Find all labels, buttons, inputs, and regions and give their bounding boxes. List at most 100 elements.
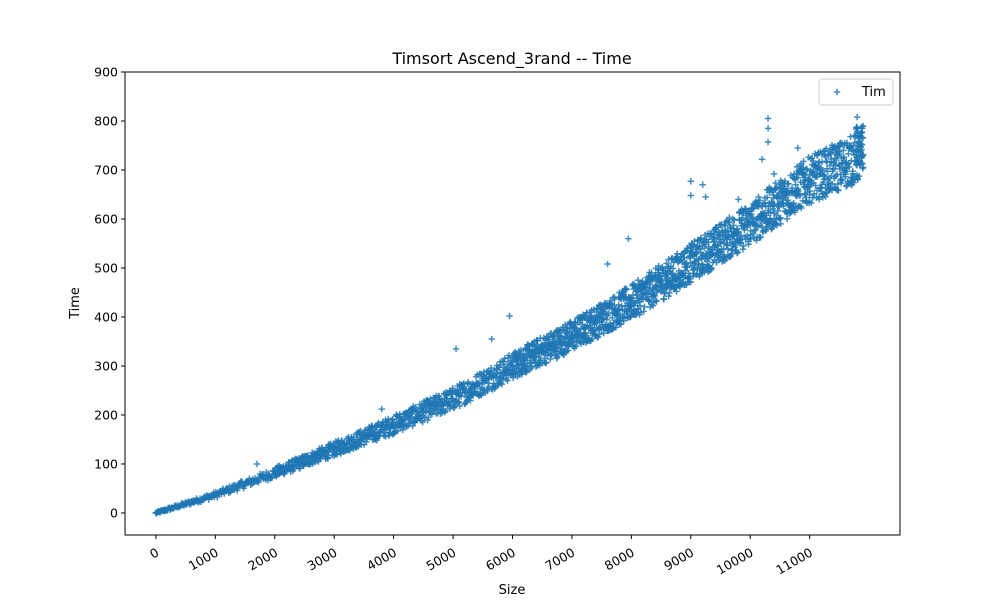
data-point [467,385,475,393]
data-point [687,259,694,267]
series-tim [152,113,867,517]
data-point [396,419,403,426]
data-point [301,457,308,465]
data-point [828,180,836,188]
data-point [836,162,843,170]
data-point [235,482,243,490]
data-point [455,392,463,399]
y-tick-label: 100 [94,456,118,471]
data-point [663,260,670,267]
data-point [800,180,807,188]
data-point [821,173,829,180]
data-point [399,426,406,434]
data-point [757,234,764,241]
data-point [152,509,160,517]
data-point [625,235,632,242]
data-point [723,236,730,243]
data-point [729,232,736,239]
chart-title: Timsort Ascend_3rand -- Time [391,49,631,69]
data-point [806,176,813,183]
data-point [164,506,171,513]
data-point [517,346,525,354]
data-point [583,309,590,317]
data-point [641,303,648,310]
data-point [390,421,397,428]
data-point [229,485,237,492]
data-point [838,177,846,184]
data-point [611,296,618,303]
data-point [247,478,255,485]
data-point [711,244,718,251]
data-point [734,249,742,256]
data-point [663,275,671,282]
data-point [366,431,374,438]
data-point [402,416,409,424]
data-point [426,405,433,413]
data-point [510,374,517,382]
data-point [702,193,709,201]
data-point [651,292,658,300]
data-point [687,178,694,185]
data-point [596,331,603,338]
data-point [770,191,777,199]
data-point [645,287,653,294]
data-point [528,362,535,370]
data-point [856,132,864,139]
data-point [730,222,737,229]
data-point [161,507,169,514]
data-point [853,146,861,153]
data-point [785,180,792,188]
data-point [544,344,552,352]
data-point [253,460,261,468]
data-point [289,462,296,470]
data-point [200,495,207,502]
data-point [604,260,611,268]
data-point [740,242,747,250]
legend-box [818,78,894,106]
data-point [758,211,766,219]
data-point [604,312,611,319]
data-point [855,172,863,180]
data-point [491,372,498,379]
data-point [840,154,848,162]
y-tick-label: 400 [94,309,118,324]
data-point [479,379,486,386]
data-point [850,179,857,186]
data-point [497,369,504,377]
data-point [515,359,522,367]
data-point [770,170,778,178]
data-point [791,208,799,216]
data-point [681,254,688,261]
data-point [774,207,782,215]
data-point [325,448,332,455]
y-tick-label: 500 [94,260,118,275]
data-point [735,228,742,235]
data-point [527,353,534,361]
data-point [773,222,781,229]
data-point [394,427,401,435]
data-point [212,491,219,499]
data-point [842,159,849,167]
data-point [556,338,564,346]
data-point [711,234,718,242]
data-point [717,240,724,247]
data-point [859,163,867,171]
data-point [834,180,841,188]
data-point [859,122,867,130]
data-point [188,498,195,506]
data-point [628,299,635,306]
data-point [701,244,708,252]
data-point [708,265,715,272]
y-tick-label: 900 [94,65,118,80]
data-point [259,473,267,481]
y-tick-label: 0 [110,505,118,520]
data-point [735,196,742,203]
data-point [342,441,350,448]
data-point [646,281,654,288]
data-point [182,500,189,508]
data-point [806,187,814,195]
data-point [792,181,799,188]
data-point [673,288,680,295]
y-axis-label: Time [68,287,83,320]
